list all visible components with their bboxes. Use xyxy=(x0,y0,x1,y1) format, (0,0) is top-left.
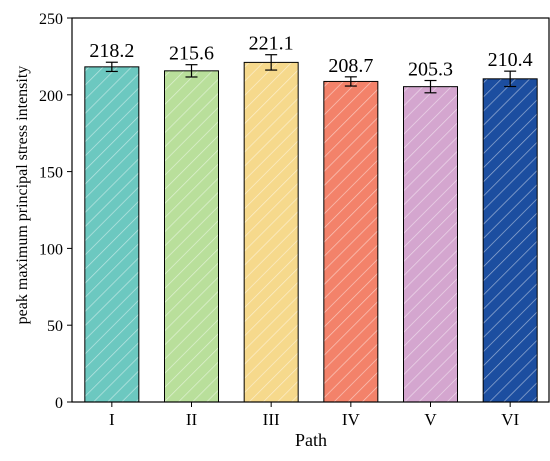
bar-I xyxy=(84,66,140,403)
error-bar-IV xyxy=(344,76,357,87)
value-label-II: 215.6 xyxy=(169,43,214,65)
value-label-VI: 210.4 xyxy=(488,49,533,71)
error-bar-I xyxy=(105,61,118,73)
x-tick-label-V: V xyxy=(424,410,437,429)
y-tick-label-200: 200 xyxy=(39,88,63,105)
y-axis-label: peak maximum principal stress intensity xyxy=(14,66,31,325)
y-tick-label-150: 150 xyxy=(39,165,63,182)
value-label-V: 205.3 xyxy=(408,59,453,81)
value-label-III: 221.1 xyxy=(249,33,294,55)
x-tick-label-II: II xyxy=(186,410,198,429)
bars-layer xyxy=(84,61,538,403)
y-tick-label-0: 0 xyxy=(55,395,63,412)
plot-frame xyxy=(71,17,550,403)
bar-II xyxy=(164,70,219,403)
value-labels-layer: 218.2 215.6 221.1 208.7 205.3 210.4 xyxy=(89,33,532,81)
x-tick-label-I: I xyxy=(109,410,115,429)
error-bars-layer xyxy=(105,54,517,94)
bar-IV xyxy=(323,80,379,403)
error-bar-II xyxy=(185,64,198,78)
x-tick-label-III: III xyxy=(263,410,280,429)
y-tick-label-250: 250 xyxy=(39,11,63,28)
value-label-I: 218.2 xyxy=(89,40,134,62)
bar-VI xyxy=(482,78,538,403)
error-bar-III xyxy=(265,54,278,71)
y-tick-label-100: 100 xyxy=(39,241,63,258)
bar-III xyxy=(243,61,299,403)
bar-V xyxy=(403,86,458,403)
error-bar-VI xyxy=(504,70,517,88)
x-tick-label-VI: VI xyxy=(501,410,519,429)
value-label-IV: 208.7 xyxy=(328,55,373,77)
x-axis-label: Path xyxy=(295,430,327,450)
x-tick-label-IV: IV xyxy=(342,410,361,429)
y-tick-label-50: 50 xyxy=(47,318,63,335)
error-bar-V xyxy=(424,79,437,94)
